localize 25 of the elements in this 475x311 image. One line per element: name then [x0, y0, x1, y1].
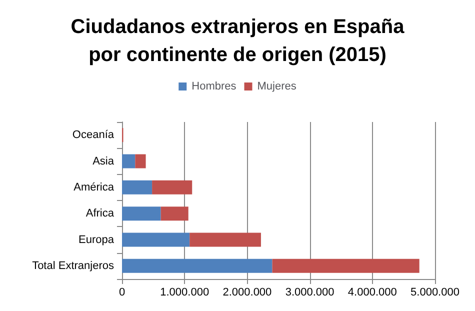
y-tick-label: Asia	[92, 155, 115, 168]
x-tick-label: 3.000.000	[285, 286, 334, 298]
bar	[122, 232, 190, 247]
y-tick-label: Europa	[78, 234, 115, 246]
y-tick-label: Total Extranjeros	[32, 260, 114, 272]
bar	[190, 232, 261, 247]
bar	[122, 206, 161, 221]
x-tick-label: 4.000.000	[348, 286, 397, 298]
y-tick-label: Oceanía	[72, 129, 115, 142]
x-tick-label: 1.000.000	[160, 286, 210, 298]
y-tick-label: Africa	[86, 208, 115, 220]
legend-label: Hombres	[192, 80, 237, 92]
bar	[122, 258, 272, 273]
x-tick-label: 5.000.000	[410, 286, 460, 298]
bar	[272, 258, 420, 273]
bar	[135, 154, 146, 168]
chart-title: Ciudadanos extranjeros en España por continente de origen (2015)	[70, 16, 406, 66]
bar	[152, 180, 192, 194]
x-tick-label: 2.000.000	[222, 286, 272, 298]
bar	[122, 154, 136, 168]
x-tick-label: 0	[118, 286, 126, 298]
legend-label: Mujeres	[257, 80, 297, 92]
bar	[160, 206, 188, 221]
y-tick-label: América	[74, 181, 115, 194]
bar	[122, 180, 152, 194]
